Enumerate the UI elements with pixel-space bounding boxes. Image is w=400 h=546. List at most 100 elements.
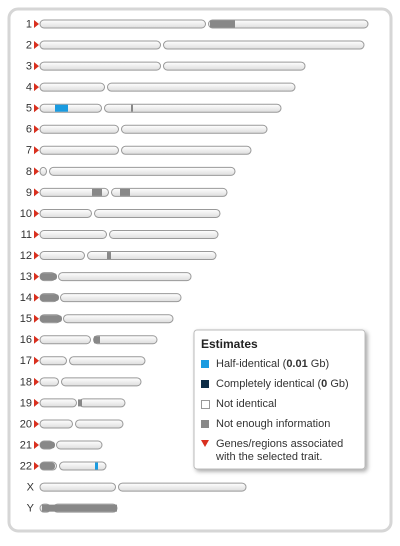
arm bbox=[56, 440, 103, 450]
chromosome: 12 bbox=[20, 250, 217, 262]
arm bbox=[39, 40, 161, 50]
chromosome: 11 bbox=[21, 229, 219, 241]
trait-marker bbox=[34, 462, 39, 471]
trait-marker bbox=[34, 398, 39, 407]
trait-marker bbox=[34, 104, 39, 113]
arm bbox=[60, 293, 182, 303]
arm bbox=[59, 461, 107, 471]
arm bbox=[39, 230, 107, 239]
chromosome: 22 bbox=[20, 460, 107, 472]
legend-item: Not identical bbox=[216, 398, 277, 410]
arm bbox=[61, 377, 142, 387]
arm bbox=[107, 82, 296, 92]
arm bbox=[79, 398, 126, 408]
trait-marker bbox=[34, 335, 39, 344]
chromosome-label: 6 bbox=[26, 124, 32, 136]
trait-marker bbox=[34, 272, 39, 281]
chromosome: 5 bbox=[26, 103, 282, 115]
chromosome-label: 17 bbox=[20, 355, 32, 367]
legend-text: 0.01 bbox=[286, 358, 307, 370]
arm bbox=[63, 314, 174, 324]
no-info-region bbox=[40, 294, 59, 302]
chromosome-label: 15 bbox=[20, 313, 32, 325]
arm bbox=[39, 19, 206, 29]
chromosome: 3 bbox=[26, 61, 306, 73]
chromosome: 14 bbox=[20, 292, 182, 304]
legend-text: Half-identical ( bbox=[216, 358, 287, 370]
legend: Estimates Half-identical (0.01 Gb)Comple… bbox=[193, 329, 366, 470]
chromosome-label: 4 bbox=[26, 82, 32, 94]
arm bbox=[69, 356, 146, 366]
legend-item: Completely identical (0 Gb) bbox=[216, 378, 349, 390]
no-info-region bbox=[42, 504, 117, 512]
arm bbox=[104, 103, 282, 113]
arm bbox=[39, 377, 59, 387]
icon-not bbox=[201, 400, 210, 409]
chromosome: 4 bbox=[26, 82, 296, 94]
chromosome: 21 bbox=[20, 439, 103, 451]
arm bbox=[49, 166, 236, 176]
trait-marker bbox=[34, 41, 39, 50]
chromosome: 15 bbox=[20, 313, 174, 325]
chromosome-label: 20 bbox=[20, 418, 32, 430]
arm bbox=[39, 124, 119, 134]
chromosome-label: 16 bbox=[20, 334, 32, 346]
no-info-region bbox=[210, 20, 235, 28]
chromosome-label: 14 bbox=[20, 292, 32, 304]
arm bbox=[87, 251, 217, 261]
chromosome-label: 10 bbox=[20, 208, 32, 220]
chromosome-label: 7 bbox=[26, 145, 32, 157]
chromosome-label: 13 bbox=[20, 271, 32, 283]
legend-item: Half-identical (0.01 Gb) bbox=[216, 358, 329, 370]
no-info-region bbox=[40, 273, 57, 281]
chromosome: 6 bbox=[26, 124, 268, 136]
arm bbox=[111, 187, 228, 197]
icon-complete bbox=[201, 380, 209, 388]
chromosome-label: 11 bbox=[21, 229, 32, 241]
legend-text: Completely identical ( bbox=[216, 378, 321, 390]
arm bbox=[118, 482, 247, 492]
trait-marker bbox=[34, 356, 39, 365]
trait-marker bbox=[34, 377, 39, 386]
no-info-region bbox=[40, 462, 55, 470]
icon-half bbox=[201, 360, 209, 368]
chromosome: 18 bbox=[20, 376, 142, 388]
chromosome-label: 9 bbox=[26, 187, 32, 199]
half-identical-region bbox=[95, 462, 98, 470]
chromosome-label: 19 bbox=[20, 397, 32, 409]
half-identical-region bbox=[55, 104, 68, 112]
arm bbox=[121, 124, 268, 134]
chromosome: 9 bbox=[26, 187, 228, 199]
chromosome: 8 bbox=[26, 166, 236, 178]
no-info-region bbox=[94, 336, 100, 344]
arm bbox=[39, 356, 67, 366]
trait-marker bbox=[34, 146, 39, 155]
trait-marker bbox=[34, 293, 39, 302]
chromosome: 17 bbox=[20, 355, 146, 367]
icon-trait bbox=[201, 440, 209, 447]
chromosome: 1 bbox=[26, 18, 369, 30]
no-info-region bbox=[107, 252, 111, 260]
arm bbox=[75, 419, 124, 429]
arm bbox=[163, 40, 365, 50]
chromosome-label: 21 bbox=[20, 439, 32, 451]
arm bbox=[94, 208, 221, 218]
no-info-region bbox=[78, 399, 82, 407]
arm bbox=[39, 103, 102, 113]
trait-marker bbox=[34, 441, 39, 449]
chromosome-label: 8 bbox=[26, 166, 32, 178]
legend-item: with the selected trait. bbox=[215, 451, 322, 463]
chromosome-label: 5 bbox=[26, 103, 32, 115]
chromosome: X bbox=[27, 482, 247, 494]
arm bbox=[39, 335, 91, 345]
arm bbox=[58, 272, 192, 282]
arm bbox=[39, 251, 85, 261]
legend-text: 0 bbox=[321, 378, 327, 390]
chromosome: 2 bbox=[26, 39, 365, 51]
legend-box bbox=[193, 329, 366, 470]
arm bbox=[208, 19, 369, 29]
trait-marker bbox=[34, 230, 39, 239]
chromosome-label: 1 bbox=[26, 18, 32, 30]
arm bbox=[163, 61, 306, 71]
